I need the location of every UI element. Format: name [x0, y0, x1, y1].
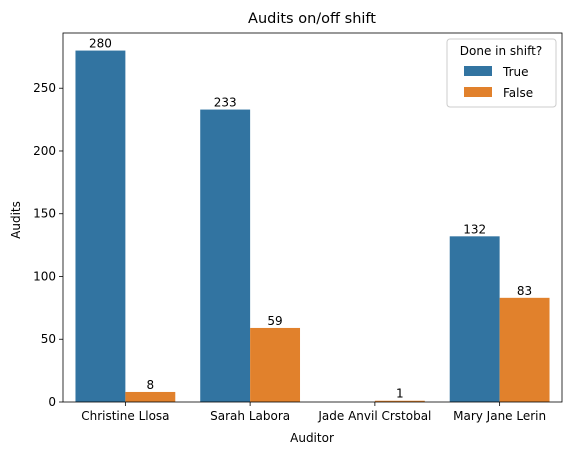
bar-true-1: [200, 109, 251, 403]
bar-label-false-1: 59: [267, 314, 282, 328]
plot-frame: [62, 32, 563, 403]
bar-label-true-3: 132: [463, 222, 486, 236]
legend-title: Done in shift?: [460, 44, 542, 58]
bar-false-3: [499, 297, 550, 402]
y-tick-label-3: 150: [33, 207, 56, 221]
bar-label-true-0: 280: [89, 37, 112, 51]
bar-true-0: [75, 50, 126, 402]
legend: Done in shift? True False: [446, 38, 557, 108]
bar-label-false-2: 1: [396, 387, 404, 401]
y-axis-label: Audits: [9, 201, 23, 239]
bar-label-true-1: 233: [214, 96, 237, 110]
x-tick-label-1: Sarah Labora: [210, 409, 290, 423]
bars-group: [75, 50, 550, 403]
legend-label-true: True: [502, 65, 529, 79]
legend-label-false: False: [503, 86, 533, 100]
bar-false-1: [250, 327, 301, 402]
y-tick-label-2: 100: [33, 269, 56, 283]
x-tick-label-0: Christine Llosa: [81, 409, 169, 423]
bar-label-false-0: 8: [147, 378, 155, 392]
x-tick-label-2: Jade Anvil Crstobal: [317, 409, 431, 423]
y-tick-label-0: 0: [48, 395, 56, 409]
legend-swatch-true: [464, 66, 492, 76]
y-tick-label-5: 250: [33, 81, 56, 95]
y-ticks-group: 0 50 100 150 200 250: [33, 81, 63, 409]
legend-swatch-false: [464, 87, 492, 97]
bar-false-0: [125, 391, 176, 402]
bar-false-2: [374, 400, 425, 402]
chart-title: Audits on/off shift: [248, 11, 376, 27]
x-ticks-group: Christine Llosa Sarah Labora Jade Anvil Cr…: [81, 402, 546, 423]
y-tick-label-1: 50: [41, 332, 56, 346]
bar-labels-group: 280 8 233 59 1 132 83: [89, 37, 532, 401]
x-axis-label: Auditor: [290, 431, 334, 445]
x-tick-label-3: Mary Jane Lerin: [453, 409, 546, 423]
bar-true-3: [449, 236, 500, 402]
bar-label-false-3: 83: [517, 284, 532, 298]
y-tick-label-4: 200: [33, 144, 56, 158]
